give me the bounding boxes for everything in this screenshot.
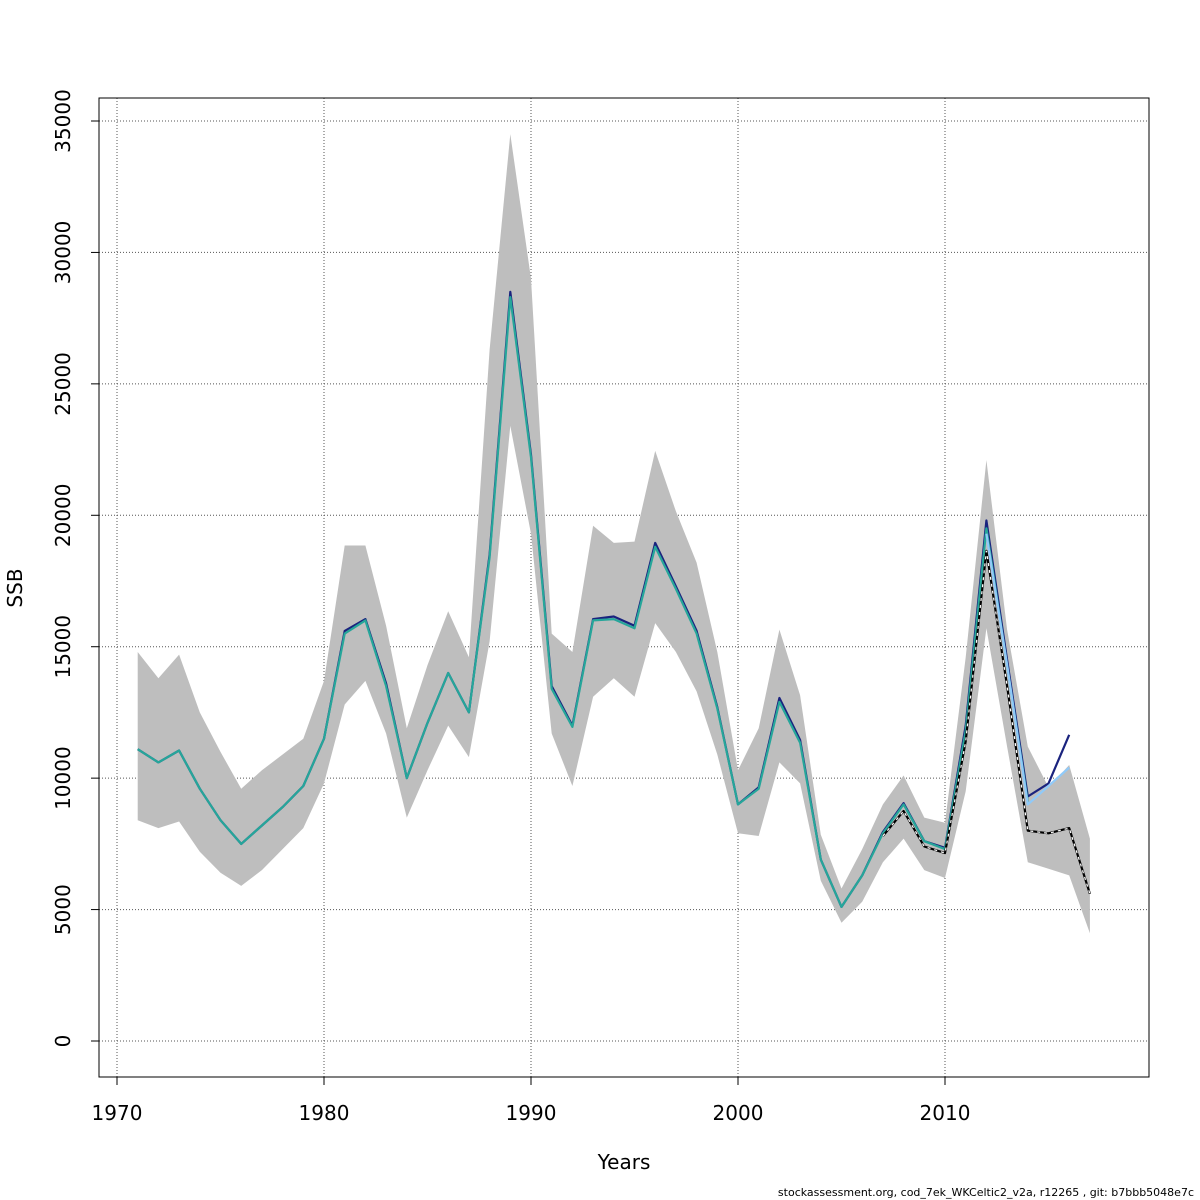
y-axis-label: SSB — [3, 568, 27, 607]
y-axis: 0 5000 10000 15000 20000 25000 30000 35000 — [51, 89, 100, 1048]
y-tick-label: 10000 — [51, 746, 75, 810]
ci-band-area — [137, 134, 1090, 934]
x-axis-label: Years — [597, 1150, 651, 1174]
x-tick-label: 1970 — [92, 1101, 143, 1125]
series-line-2 — [137, 296, 1029, 909]
footer-credit: stockassessment.org, cod_7ek_WKCeltic2_v… — [777, 1186, 1194, 1199]
y-tick-label: 30000 — [51, 221, 75, 285]
y-tick-label: 15000 — [51, 615, 75, 679]
series-lines — [137, 290, 1091, 909]
series-line-3 — [985, 533, 1070, 806]
y-tick-label: 5000 — [51, 884, 75, 935]
y-tick-label: 0 — [51, 1035, 75, 1048]
series-line-4-dash — [882, 550, 1091, 894]
y-tick-label: 35000 — [51, 89, 75, 153]
y-tick-label: 25000 — [51, 352, 75, 416]
confidence-band — [137, 134, 1090, 934]
x-axis: 1970 1980 1990 2000 2010 — [92, 1076, 971, 1125]
x-tick-label: 1990 — [506, 1101, 557, 1125]
x-tick-label: 2000 — [713, 1101, 764, 1125]
x-tick-label: 2010 — [920, 1101, 971, 1125]
y-tick-label: 20000 — [51, 483, 75, 547]
x-tick-label: 1980 — [299, 1101, 350, 1125]
